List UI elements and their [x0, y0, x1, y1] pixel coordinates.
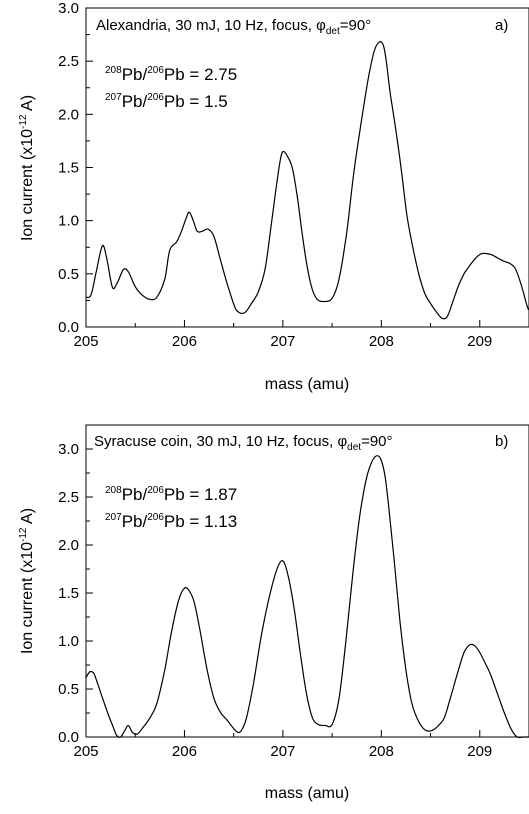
x-tick-label-a-0: 205 — [73, 333, 98, 350]
y-tick-label-b-5: 2.5 — [58, 489, 79, 506]
plot-frame-a — [85, 7, 529, 328]
y-axis-label-b: Ion current (x10-12 A) — [18, 508, 36, 654]
y-tick-label-a-6: 3.0 — [58, 0, 79, 17]
y-tick-label-b-3: 1.5 — [58, 585, 79, 602]
plot-frame-b — [85, 424, 529, 738]
x-tick-label-a-3: 208 — [369, 333, 394, 350]
y-tick-label-b-2: 1.0 — [58, 633, 79, 650]
series-line-b — [85, 455, 529, 739]
x-tick-label-a-4: 209 — [467, 333, 492, 350]
x-tick-label-a-2: 207 — [270, 333, 295, 350]
x-tick-label-a-1: 206 — [172, 333, 197, 350]
y-tick-label-a-2: 1.0 — [58, 213, 79, 230]
y-tick-label-b-6: 3.0 — [58, 441, 79, 458]
y-axis-label-a: Ion current (x10-12 A) — [18, 95, 36, 241]
panel-label-a: a) — [495, 17, 508, 34]
series-line-a — [85, 41, 529, 320]
y-tick-label-b-1: 0.5 — [58, 681, 79, 698]
x-tick-label-b-1: 206 — [172, 743, 197, 760]
x-axis-label-b: mass (amu) — [265, 785, 349, 802]
x-tick-label-b-2: 207 — [270, 743, 295, 760]
y-tick-label-a-3: 1.5 — [58, 160, 79, 177]
y-tick-label-a-5: 2.5 — [58, 53, 79, 70]
y-tick-label-a-0: 0.0 — [58, 319, 79, 336]
panel-a: 205 206 207 208 209 0.0 0.5 1.0 1.5 2.0 2.5 3.0 Ale… — [18, 0, 529, 393]
y-tick-label-a-4: 2.0 — [58, 106, 79, 123]
y-tick-label-b-0: 0.0 — [58, 729, 79, 746]
ratio-208-206-b: 208Pb/206Pb = 1.87 — [105, 485, 237, 504]
ratio-207-206-b: 207Pb/206Pb = 1.13 — [105, 512, 237, 531]
panel-title-a: Alexandria, 30 mJ, 10 Hz, focus, φdet=90… — [96, 17, 371, 37]
x-axis-label-a: mass (amu) — [265, 376, 349, 393]
x-tick-label-b-0: 205 — [73, 743, 98, 760]
y-tick-label-a-1: 0.5 — [58, 266, 79, 283]
ratio-208-206-a: 208Pb/206Pb = 2.75 — [105, 65, 237, 84]
ratio-207-206-a: 207Pb/206Pb = 1.5 — [105, 92, 228, 111]
panel-title-b: Syracuse coin, 30 mJ, 10 Hz, focus, φdet… — [94, 433, 393, 453]
panel-label-b: b) — [495, 433, 508, 450]
panel-b: 205 206 207 208 209 0.0 0.5 1.0 1.5 2.0 2.5 3.0 Syr… — [18, 424, 529, 802]
x-tick-label-b-3: 208 — [369, 743, 394, 760]
x-tick-label-b-4: 209 — [467, 743, 492, 760]
y-tick-label-b-4: 2.0 — [58, 537, 79, 554]
axis-ticks-a: 205 206 207 208 209 0.0 0.5 1.0 1.5 2.0 2.5 3.0 — [58, 0, 492, 350]
axis-ticks-b: 205 206 207 208 209 0.0 0.5 1.0 1.5 2.0 2.5 3.0 — [58, 441, 492, 760]
